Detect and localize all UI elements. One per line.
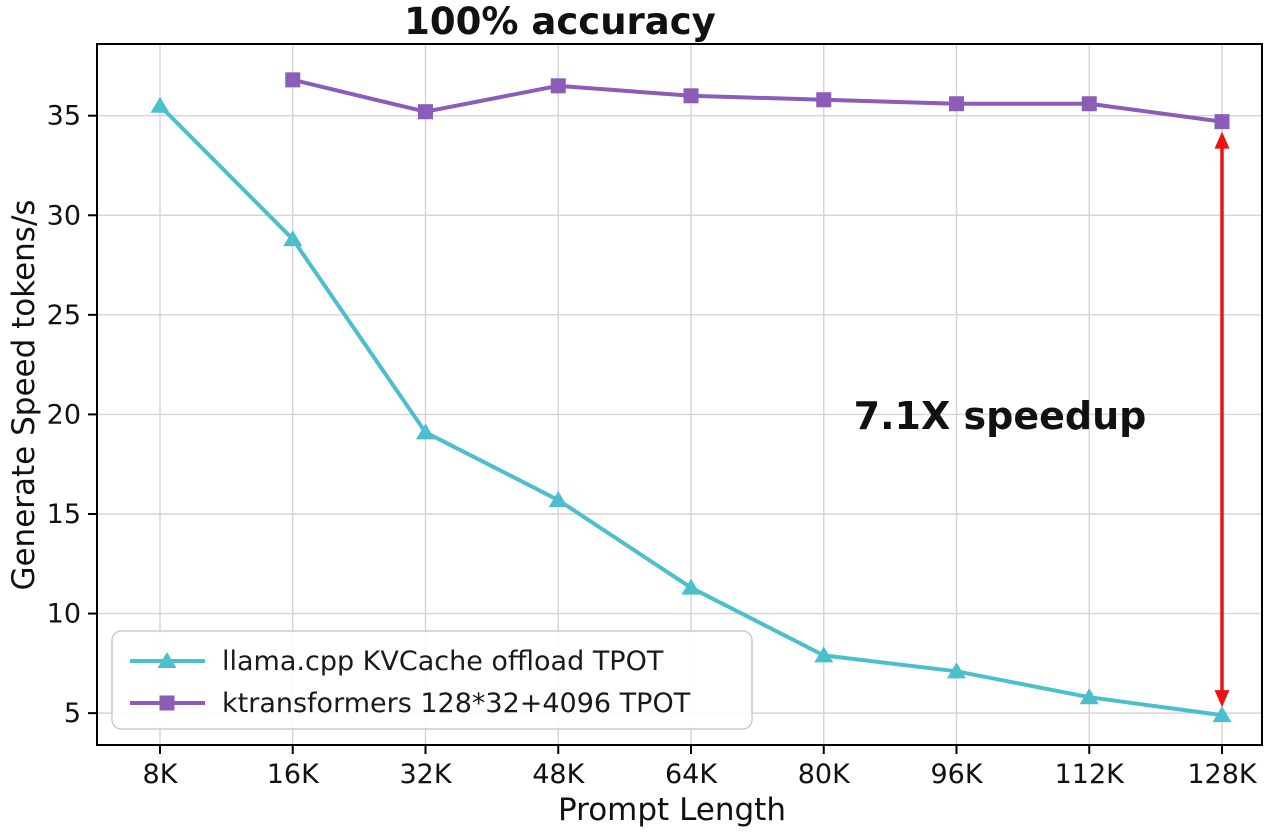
legend-item: ktransformers 128*32+4096 TPOT	[130, 688, 691, 719]
x-tick-label: 48K	[532, 759, 585, 790]
annotation-layer	[1214, 131, 1230, 708]
triangle-marker	[548, 491, 568, 508]
square-marker	[418, 104, 433, 120]
x-tick-label: 80K	[798, 759, 851, 790]
y-tick-label: 35	[47, 101, 81, 132]
square-marker	[550, 78, 566, 94]
triangle-marker	[157, 652, 177, 668]
square-marker	[1081, 96, 1097, 112]
chart-title: 100% accuracy	[404, 0, 716, 43]
y-tick-label: 15	[47, 499, 81, 530]
square-marker	[159, 695, 175, 711]
square-marker	[816, 92, 832, 108]
y-tick-label: 5	[64, 698, 81, 729]
y-tick-label: 25	[47, 300, 81, 331]
square-marker	[949, 96, 964, 112]
series-line	[290, 77, 1224, 124]
y-tick-label: 20	[47, 399, 81, 430]
triangle-marker	[416, 423, 435, 440]
triangle-marker	[681, 578, 701, 595]
square-marker	[285, 72, 301, 88]
triangle-marker	[1079, 688, 1099, 705]
series-square	[285, 72, 1230, 130]
speedup-arrow-head-bottom	[1214, 690, 1230, 708]
speedup-annotation: 7.1X speedup	[854, 394, 1147, 438]
series-triangle	[150, 96, 1232, 723]
x-tick-label: 96K	[930, 759, 983, 790]
triangle-marker	[150, 96, 170, 113]
x-axis-label: Prompt Length	[558, 792, 786, 828]
triangle-marker	[283, 230, 303, 247]
y-axis-label: Generate Speed tokens/s	[6, 199, 42, 590]
x-tick-label: 32K	[399, 759, 452, 790]
legend-box	[111, 630, 753, 730]
plot-frame	[96, 43, 1263, 746]
triangle-marker	[814, 646, 834, 663]
x-tick-label: 112K	[1055, 759, 1126, 790]
triangle-marker	[1212, 706, 1232, 723]
series-layer	[150, 72, 1232, 723]
legend-label: ktransformers 128*32+4096 TPOT	[222, 688, 691, 719]
x-tick-label: 64K	[665, 759, 718, 790]
triangle-marker	[947, 662, 966, 679]
legend: llama.cpp KVCache offload TPOT ktransform…	[111, 630, 753, 730]
grid-layer	[97, 44, 1262, 745]
legend-label: llama.cpp KVCache offload TPOT	[222, 646, 664, 677]
speedup-arrow-head-top	[1214, 131, 1230, 149]
x-tick-label: 16K	[267, 759, 320, 790]
x-tick-label: 8K	[143, 759, 179, 790]
x-tick-label: 128K	[1187, 759, 1258, 790]
y-tick-label: 10	[47, 599, 81, 630]
square-marker	[683, 88, 699, 104]
y-tick-label: 30	[47, 200, 81, 231]
legend-item: llama.cpp KVCache offload TPOT	[130, 646, 664, 677]
axes-layer: 8K 16K 32K 48K 64K 80K 96K 112K 128K 5 10 15 20 25 30 3…	[47, 43, 1263, 790]
square-marker	[1214, 114, 1230, 130]
